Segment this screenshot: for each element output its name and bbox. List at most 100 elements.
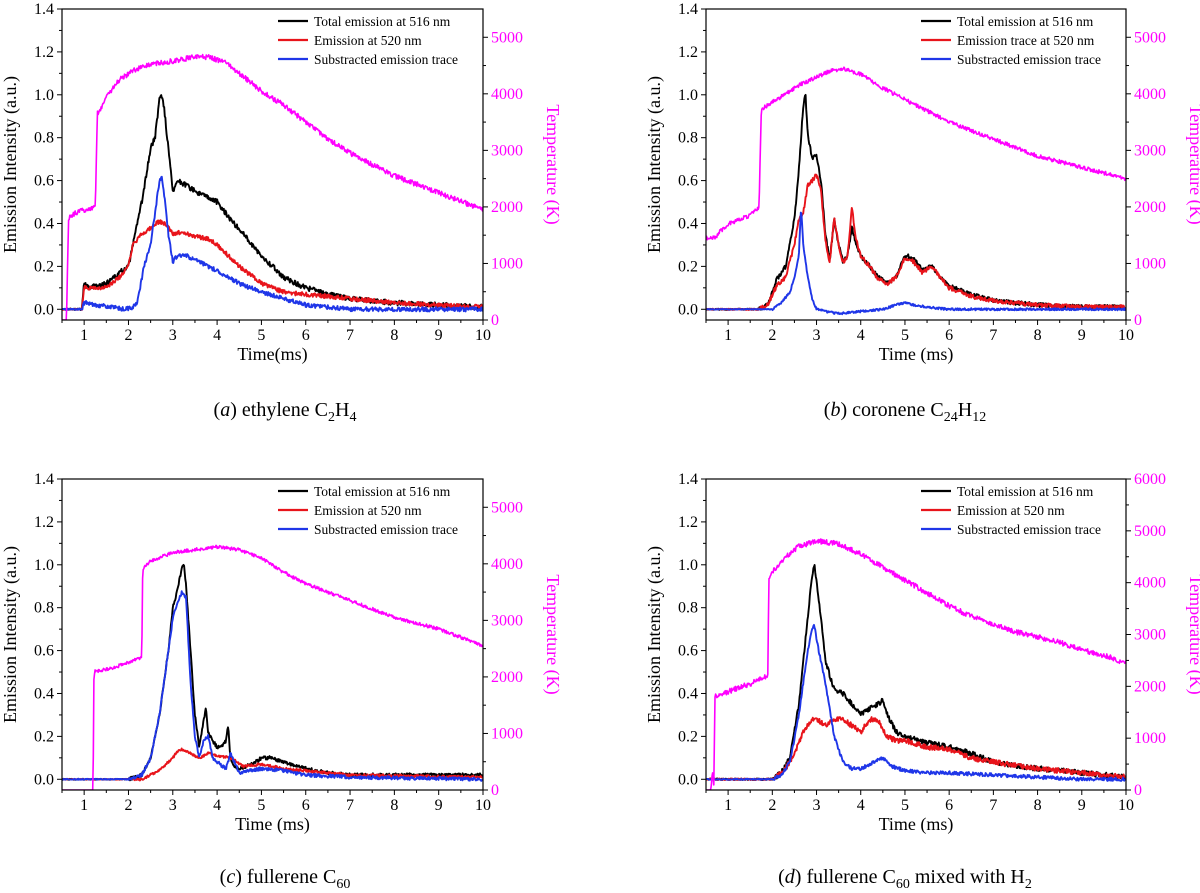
x-tick-label: 8	[390, 327, 398, 344]
y-tick-label: 0.4	[678, 215, 698, 232]
x-axis-label: Time (ms)	[879, 344, 954, 365]
x-tick-label: 2	[768, 797, 776, 814]
y2-tick-label: 1000	[1134, 730, 1166, 747]
series-group	[706, 66, 1126, 316]
legend-label: Total emission at 516 nm	[957, 484, 1094, 499]
x-tick-label: 6	[945, 797, 953, 814]
x-tick-label: 5	[901, 327, 909, 344]
caption-subscript: 24	[944, 410, 958, 425]
y2-tick-label: 5000	[491, 499, 523, 516]
y2-axis-label: Temperature (K)	[542, 104, 563, 224]
legend-label: Emission at 520 nm	[314, 33, 422, 48]
y2-tick-label: 5000	[1134, 523, 1166, 540]
legend-label: Emission at 520 nm	[957, 503, 1065, 518]
y-tick-label: 0.0	[34, 301, 54, 318]
x-tick-label: 10	[475, 327, 491, 344]
caption-letter: a	[220, 399, 230, 421]
y-tick-label: 0.8	[34, 600, 54, 617]
y2-tick-label: 1000	[491, 725, 523, 742]
y-tick-label: 0.2	[34, 728, 54, 745]
y-tick-label: 0.4	[678, 685, 698, 702]
x-tick-label: 9	[1078, 797, 1086, 814]
y-tick-label: 1.4	[678, 1, 698, 18]
y-tick-label: 0.8	[678, 600, 698, 617]
panel-caption: (a) ethylene C2H4	[214, 399, 357, 425]
x-tick-label: 2	[124, 327, 132, 344]
x-axis-label: Time(ms)	[237, 344, 307, 365]
legend-label: Substracted emission trace	[314, 52, 458, 67]
y2-tick-label: 3000	[491, 142, 523, 159]
caption-letter: b	[830, 399, 840, 421]
x-tick-label: 1	[80, 797, 88, 814]
y-tick-label: 1.0	[34, 557, 54, 574]
y-tick-label: 0.6	[34, 173, 54, 190]
y2-axis-label: Temperature (K)	[1185, 104, 1200, 224]
y-tick-label: 1.2	[678, 514, 698, 531]
legend: Total emission at 516 nm Emission at 520 …	[278, 14, 458, 67]
x-tick-label: 3	[813, 327, 821, 344]
y-tick-label: 1.0	[34, 87, 54, 104]
caption-formula-text: C	[930, 399, 943, 421]
caption-paren: (	[220, 866, 227, 888]
y2-tick-label: 4000	[491, 86, 523, 103]
series-line-temperature	[706, 538, 1126, 790]
x-tick-label: 6	[302, 327, 310, 344]
x-axis-label: Time (ms)	[879, 814, 954, 835]
caption-paren: (	[778, 866, 785, 888]
legend-label: Total emission at 516 nm	[314, 14, 451, 29]
caption-subscript: 2	[328, 410, 335, 425]
y2-tick-label: 4000	[1134, 575, 1166, 592]
y-tick-label: 0.0	[34, 771, 54, 788]
series-group	[62, 544, 483, 790]
caption-paren: (	[214, 399, 221, 421]
plot-frame	[705, 8, 1127, 321]
caption-subscript: 2	[1025, 877, 1032, 892]
x-tick-label: 1	[80, 327, 88, 344]
x-tick-label: 9	[1078, 327, 1086, 344]
series-line-temperature	[706, 66, 1126, 241]
y2-tick-label: 2000	[491, 199, 523, 216]
series-line-substracted-emission-trace	[62, 175, 483, 313]
x-tick-label: 8	[1034, 327, 1042, 344]
plot-frame	[61, 8, 484, 321]
y-tick-label: 0.6	[678, 173, 698, 190]
y2-tick-label: 4000	[491, 556, 523, 573]
y-tick-label: 0.6	[34, 643, 54, 660]
y-tick-label: 0.2	[678, 258, 698, 275]
series-line-emission-at-520-nm	[62, 747, 483, 782]
legend: Total emission at 516 nm Emission trace a…	[921, 14, 1101, 67]
x-tick-label: 4	[213, 327, 221, 344]
series-line-emission-at-520-nm	[62, 219, 483, 311]
legend-label: Total emission at 516 nm	[957, 14, 1094, 29]
x-tick-label: 8	[390, 797, 398, 814]
y2-tick-label: 1000	[491, 255, 523, 272]
y-tick-label: 1.4	[34, 1, 54, 18]
y-tick-label: 0.0	[678, 771, 698, 788]
caption-formula-text: H	[335, 399, 349, 421]
caption-subscript: 60	[896, 877, 910, 892]
caption-name: ethylene	[242, 399, 310, 421]
x-tick-label: 8	[1034, 797, 1042, 814]
y2-tick-label: 3000	[491, 612, 523, 629]
chart-panel-d: 1 2 3 4 5 6 7 8 9 10 0.0 0.2 0.4 0.6 0.8 1.0 1.2 1.4 0 1000…	[644, 471, 1200, 892]
y-tick-label: 0.4	[34, 215, 54, 232]
x-tick-label: 7	[989, 327, 997, 344]
legend-label: Substracted emission trace	[957, 522, 1101, 537]
x-tick-label: 10	[475, 797, 491, 814]
x-tick-label: 1	[724, 327, 732, 344]
x-tick-label: 3	[813, 797, 821, 814]
y-tick-label: 1.0	[678, 87, 698, 104]
x-tick-label: 9	[435, 327, 443, 344]
plot-frame	[61, 478, 484, 791]
y-axis-label: Emission Intensity (a.u.)	[0, 546, 21, 723]
x-tick-label: 7	[346, 797, 354, 814]
x-tick-label: 7	[989, 797, 997, 814]
x-tick-label: 9	[435, 797, 443, 814]
legend: Total emission at 516 nm Emission at 520 …	[278, 484, 458, 537]
legend-label: Substracted emission trace	[314, 522, 458, 537]
y2-tick-label: 5000	[1134, 29, 1166, 46]
y2-tick-label: 0	[1134, 312, 1142, 329]
x-tick-label: 2	[768, 327, 776, 344]
caption-subscript: 60	[336, 877, 350, 892]
